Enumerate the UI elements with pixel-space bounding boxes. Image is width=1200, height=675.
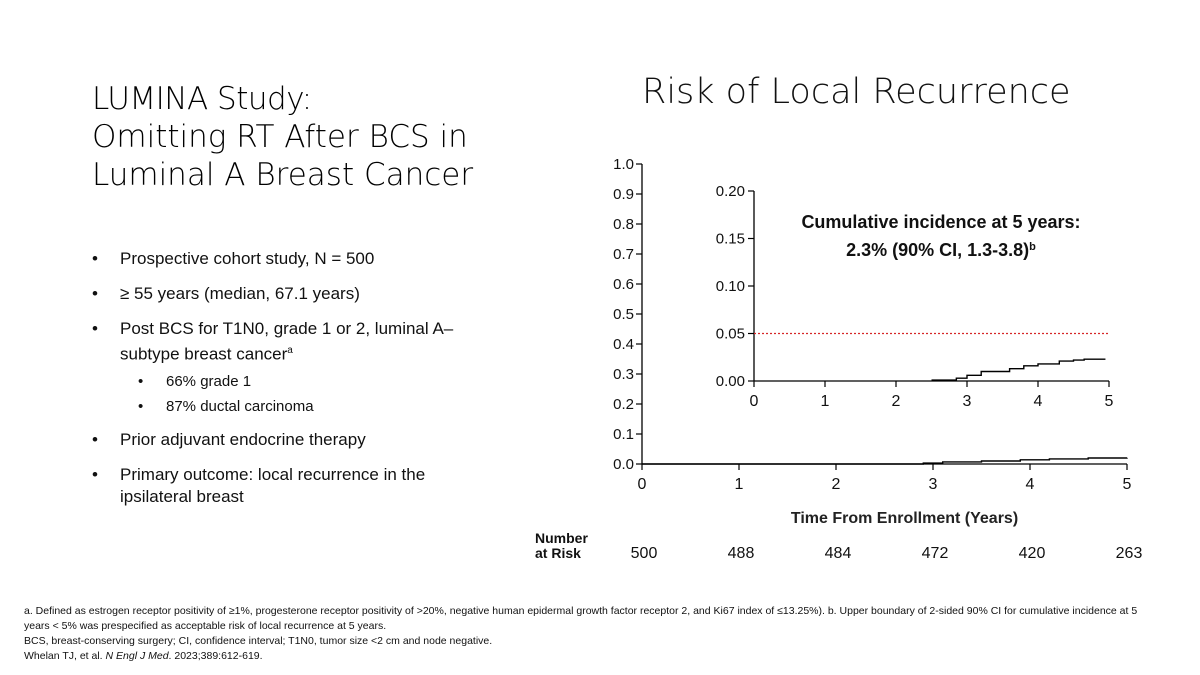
bullet-item: ≥ 55 years (median, 67.1 years): [92, 283, 492, 305]
y-tick-label: 0.2: [613, 396, 634, 413]
annotation-line-1: Cumulative incidence at 5 years:: [801, 212, 1080, 232]
y-tick-label: 0.5: [613, 306, 634, 323]
y-tick-label: 0.7: [613, 246, 634, 263]
risk-table-label: Number: [535, 530, 588, 546]
footnote-abbreviations: BCS, breast-conserving surgery; CI, conf…: [24, 635, 493, 647]
x-tick-label: 0: [638, 476, 647, 493]
inset-x-tick-label: 4: [1034, 393, 1043, 410]
bullet-item: Primary outcome: local recurrence in the…: [92, 464, 492, 508]
inset-y-tick-label: 0.10: [716, 278, 745, 295]
sub-bullet-item: 66% grade 1: [92, 372, 492, 392]
risk-table-value: 488: [728, 545, 755, 562]
series-line: [642, 457, 1128, 465]
footnote-marker: a: [287, 345, 293, 356]
annotation-line-2: 2.3% (90% CI, 1.3-3.8)b: [846, 240, 1036, 260]
bullet-item: Post BCS for T1N0, grade 1 or 2, luminal…: [92, 318, 492, 366]
chart-title: Risk of Local Recurrence: [642, 72, 1071, 112]
x-axis-label: Time From Enrollment (Years): [791, 510, 1018, 527]
citation: Whelan TJ, et al. N Engl J Med. 2023;389…: [24, 650, 263, 662]
inset-y-tick-label: 0.20: [716, 183, 745, 200]
x-tick-label: 3: [929, 476, 938, 493]
slide-title: LUMINA Study: Omitting RT After BCS in L…: [92, 80, 473, 194]
y-tick-label: 1.0: [613, 156, 634, 173]
inset-series-line: [931, 358, 1106, 381]
title-line-3: Luminal A Breast Cancer: [92, 157, 474, 193]
inset-x-tick-label: 1: [821, 393, 830, 410]
inset-x-tick-label: 3: [963, 393, 972, 410]
km-chart: 0.0 0.1 0.2 0.3 0.4 0.5 0.6 0.7 0.8 0.9 1.0 0 1 2 3 4 5 T…: [535, 156, 1143, 562]
y-tick-label: 0.4: [613, 336, 634, 353]
bullet-list: Prospective cohort study, N = 500 ≥ 55 y…: [92, 248, 492, 521]
risk-table-value: 484: [825, 545, 852, 562]
inset-x-tick-label: 0: [750, 393, 759, 410]
inset-x-tick-label: 5: [1105, 393, 1114, 410]
y-tick-label: 0.0: [613, 456, 634, 473]
y-tick-label: 0.6: [613, 276, 634, 293]
y-tick-label: 0.9: [613, 186, 634, 203]
title-line-2: Omitting RT After BCS in: [92, 119, 468, 155]
x-tick-label: 2: [832, 476, 841, 493]
title-line-1: LUMINA Study:: [92, 81, 312, 117]
risk-table-value: 472: [922, 545, 949, 562]
risk-table-value: 263: [1116, 545, 1143, 562]
footnotes: a. Defined as estrogen receptor positivi…: [24, 604, 1154, 664]
inset-x-tick-label: 2: [892, 393, 901, 410]
y-tick-label: 0.1: [613, 426, 634, 443]
y-tick-label: 0.8: [613, 216, 634, 233]
risk-table-value: 500: [631, 545, 658, 562]
x-tick-label: 1: [735, 476, 744, 493]
inset-y-tick-label: 0.05: [716, 326, 745, 343]
x-tick-label: 4: [1026, 476, 1035, 493]
sub-bullet-item: 87% ductal carcinoma: [92, 397, 492, 417]
x-tick-label: 5: [1123, 476, 1132, 493]
bullet-item: Prior adjuvant endocrine therapy: [92, 429, 492, 451]
risk-table-label: at Risk: [535, 545, 581, 561]
footnote-definitions: a. Defined as estrogen receptor positivi…: [24, 605, 1138, 632]
inset-y-tick-label: 0.00: [716, 373, 745, 390]
risk-table-value: 420: [1019, 545, 1046, 562]
y-tick-label: 0.3: [613, 366, 634, 383]
inset-y-tick-label: 0.15: [716, 231, 745, 248]
bullet-item: Prospective cohort study, N = 500: [92, 248, 492, 270]
